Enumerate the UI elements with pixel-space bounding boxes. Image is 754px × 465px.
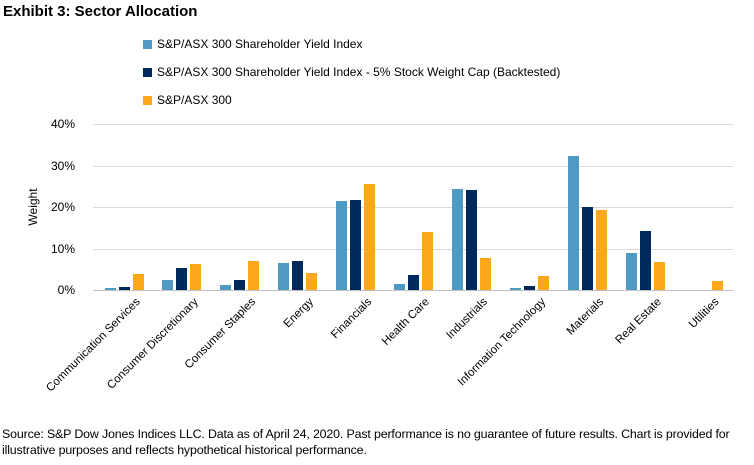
bar-group [394, 232, 434, 290]
bar [639, 231, 651, 290]
x-axis-label: Health Care [380, 296, 433, 348]
bar-group [220, 260, 260, 290]
bar [625, 253, 637, 290]
y-tick-label: 40% [50, 117, 75, 131]
bar [394, 283, 406, 290]
bar [292, 260, 304, 290]
exhibit-title: Exhibit 3: Sector Allocation [3, 3, 198, 20]
bar [118, 287, 130, 290]
plot-area: 0% 10% 20% 30% 40% Communication Services Cons… [44, 117, 733, 394]
legend-swatch-light-blue [143, 39, 152, 49]
bar-group [162, 264, 202, 290]
bar [364, 183, 376, 290]
legend-item-weight-cap-backtested: S&P/ASX 300 Shareholder Yield Index - 5%… [143, 58, 560, 86]
bar [538, 276, 549, 290]
bar-group [104, 273, 144, 290]
legend-item-asx300: S&P/ASX 300 [143, 86, 560, 114]
gridline-20 [93, 207, 733, 208]
chart-legend: S&P/ASX 300 Shareholder Yield Index S&P/… [143, 30, 560, 114]
bar-group [567, 155, 607, 290]
bar [162, 279, 174, 290]
bar [466, 190, 478, 290]
x-axis-label: Utilities [687, 296, 722, 331]
y-axis-title: Weight [26, 188, 40, 226]
bar-group [336, 183, 376, 290]
bar [711, 281, 723, 290]
bar [567, 155, 579, 290]
bar [278, 263, 290, 290]
bar [653, 262, 665, 290]
gridline-40 [93, 124, 733, 125]
bar-group [278, 260, 318, 290]
bar-group [452, 188, 492, 290]
bar [220, 284, 232, 290]
legend-item-shareholder-yield: S&P/ASX 300 Shareholder Yield Index [143, 30, 560, 58]
legend-swatch-navy [143, 67, 152, 77]
bar [595, 210, 607, 290]
bar [306, 273, 318, 290]
y-tick-label: 20% [50, 200, 75, 214]
bar [581, 206, 593, 290]
x-axis-label: Communication Services [44, 296, 143, 395]
y-tick-label: 30% [50, 158, 75, 173]
bar-group [510, 276, 549, 290]
bar-group [625, 231, 665, 290]
bar [452, 188, 464, 290]
y-tick-label: 10% [50, 241, 75, 256]
legend-label: S&P/ASX 300 [157, 93, 232, 107]
bar [510, 287, 521, 290]
bar [248, 260, 260, 290]
x-axis-line [93, 290, 733, 291]
bar [422, 232, 434, 290]
legend-swatch-orange [143, 95, 152, 105]
bar [480, 257, 492, 290]
x-axis-label: Financials [329, 296, 375, 342]
x-axis-label: Industrials [444, 296, 491, 342]
x-axis-label: Materials [564, 296, 606, 338]
legend-label: S&P/ASX 300 Shareholder Yield Index [157, 37, 363, 51]
bar [350, 199, 362, 290]
source-note: Source: S&P Dow Jones Indices LLC. Data … [2, 427, 730, 458]
bar [234, 280, 246, 290]
bar [336, 200, 348, 290]
bar [176, 267, 188, 290]
bar [132, 273, 144, 290]
legend-label: S&P/ASX 300 Shareholder Yield Index - 5%… [157, 65, 561, 79]
bar [104, 288, 116, 290]
bar-group [684, 281, 723, 290]
gridline-10 [93, 248, 733, 250]
bar [524, 286, 535, 290]
bar [190, 264, 202, 290]
x-axis-label: Real Estate [613, 296, 664, 347]
y-tick-label: 0% [57, 283, 75, 297]
x-axis-label: Energy [282, 296, 317, 331]
gridline-30 [93, 165, 733, 167]
bar [408, 274, 420, 290]
